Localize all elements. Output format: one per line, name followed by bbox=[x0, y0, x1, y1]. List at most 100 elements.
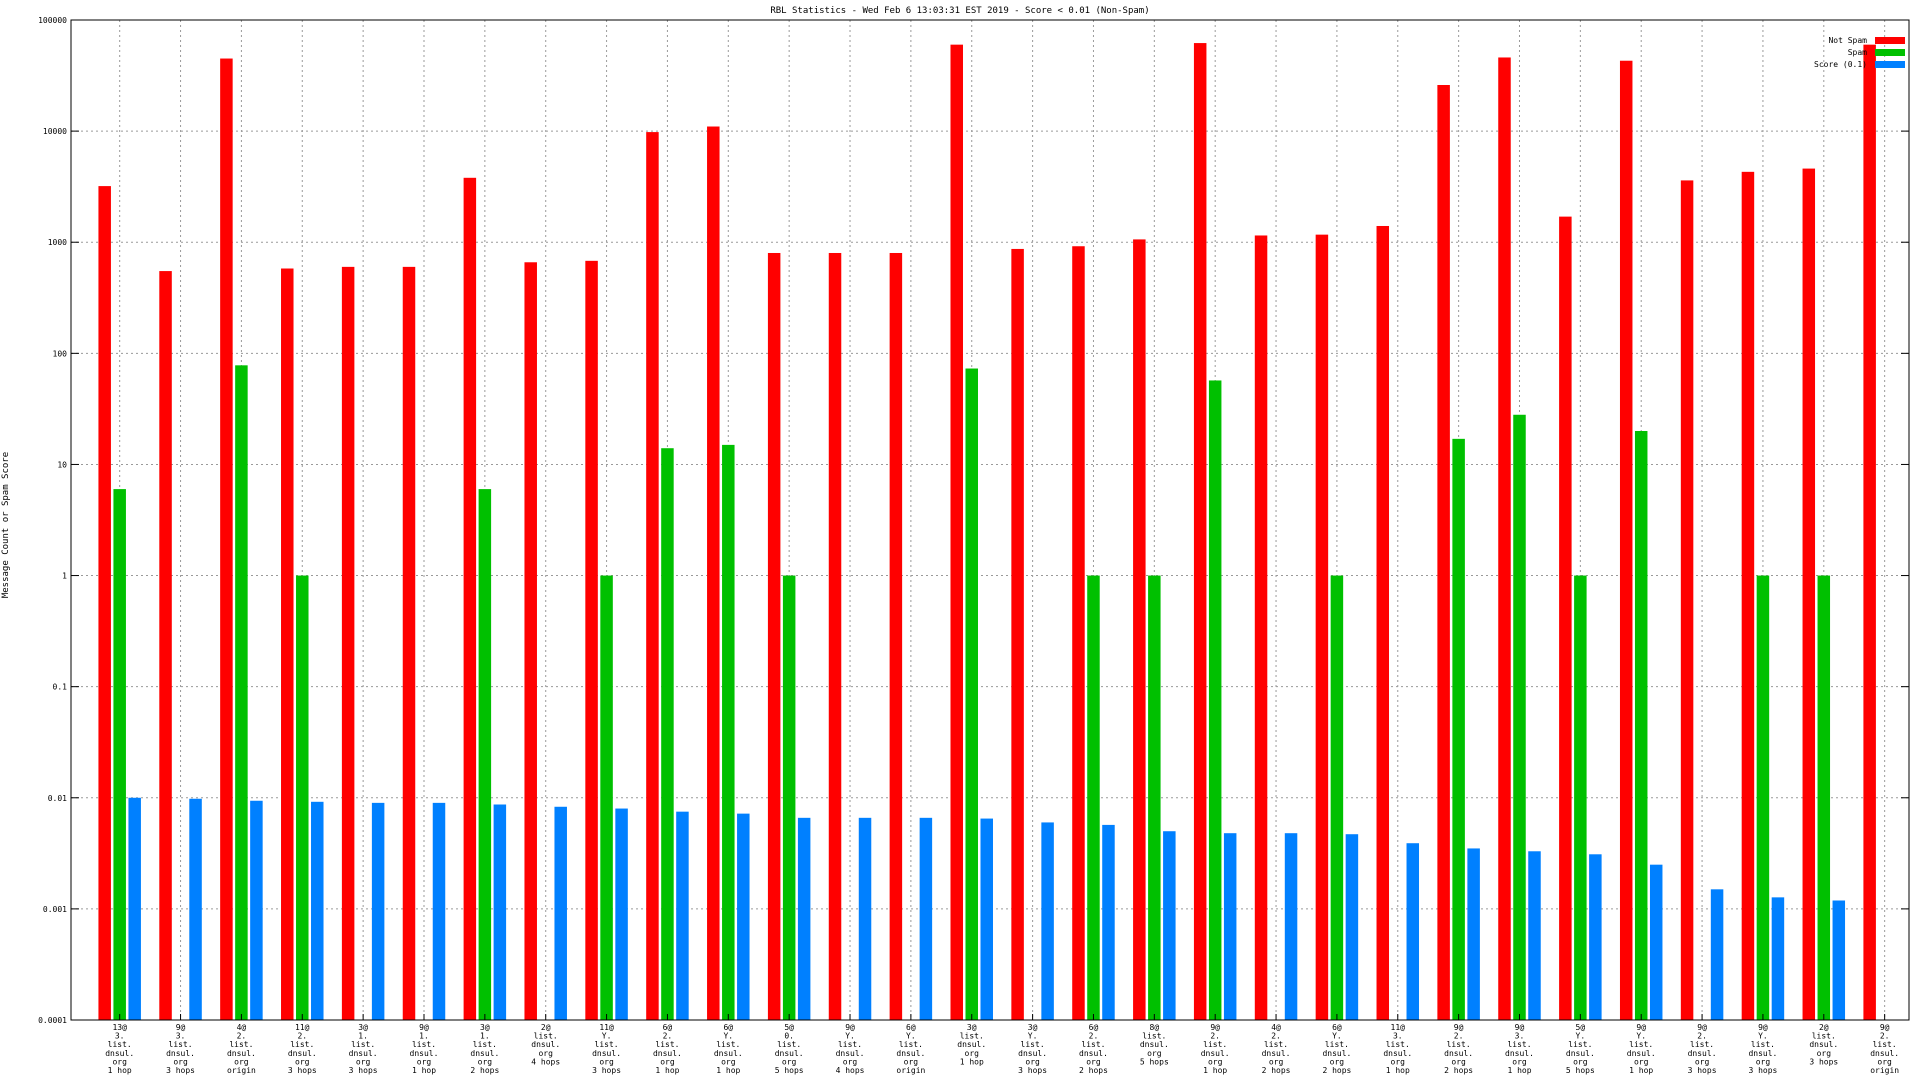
bar-not-spam bbox=[1133, 239, 1146, 1020]
bar-not-spam bbox=[1559, 216, 1572, 1020]
y-tick-label: 0.001 bbox=[43, 905, 67, 914]
bar-score-0-1 bbox=[493, 804, 507, 1020]
x-tick-label: 3@ 1. list. dnsul. org 2 hops bbox=[470, 1023, 499, 1075]
bar-not-spam bbox=[220, 58, 233, 1021]
bar-score-0-1 bbox=[432, 802, 446, 1020]
bar-score-0-1 bbox=[858, 817, 872, 1020]
x-tick-label: 9@ 3. list. dnsul. org 3 hops bbox=[166, 1023, 195, 1075]
bar-not-spam bbox=[1193, 43, 1207, 1021]
chart-title: RBL Statistics - Wed Feb 6 13:03:31 EST … bbox=[770, 6, 1149, 16]
bar-score-0-1 bbox=[980, 818, 993, 1020]
bar-spam bbox=[722, 444, 735, 1020]
bar-score-0-1 bbox=[1832, 900, 1846, 1020]
x-tick-label: 3@ 1. list. dnsul. org 3 hops bbox=[349, 1023, 378, 1075]
bar-not-spam bbox=[98, 186, 111, 1020]
y-tick-label: 0.1 bbox=[53, 683, 68, 692]
bar-score-0-1 bbox=[371, 802, 385, 1020]
x-tick-label: 8@ list. dnsul. org 5 hops bbox=[1140, 1023, 1169, 1066]
bar-score-0-1 bbox=[1284, 833, 1298, 1020]
bar-spam bbox=[296, 575, 309, 1020]
bar-not-spam bbox=[1254, 235, 1268, 1020]
bar-not-spam bbox=[950, 44, 963, 1021]
bar-not-spam bbox=[281, 268, 294, 1020]
bar-score-0-1 bbox=[1406, 843, 1420, 1020]
y-tick-label: 100000 bbox=[38, 16, 67, 25]
bar-spam bbox=[1756, 575, 1770, 1020]
bar-score-0-1 bbox=[676, 811, 689, 1020]
bar-not-spam bbox=[707, 126, 720, 1021]
bar-spam bbox=[965, 368, 978, 1021]
bar-score-0-1 bbox=[189, 798, 202, 1020]
x-tick-label: 2@ list. dnsul. org 4 hops bbox=[531, 1023, 560, 1066]
bar-not-spam bbox=[1680, 180, 1694, 1020]
legend-swatch bbox=[1875, 61, 1905, 68]
y-tick-label: 10 bbox=[57, 460, 67, 469]
bar-not-spam bbox=[1011, 248, 1024, 1020]
bar-score-0-1 bbox=[1041, 822, 1054, 1020]
bar-spam bbox=[1513, 414, 1526, 1020]
x-tick-label: 5@ 0. list. dnsul. org 5 hops bbox=[775, 1023, 804, 1075]
y-tick-label: 0.01 bbox=[48, 794, 67, 803]
legend-label: Spam bbox=[1848, 48, 1867, 57]
bar-not-spam bbox=[646, 132, 659, 1020]
bar-score-0-1 bbox=[1223, 833, 1237, 1020]
bar-not-spam bbox=[341, 266, 355, 1020]
bar-score-0-1 bbox=[1649, 864, 1663, 1020]
bar-not-spam bbox=[1437, 85, 1450, 1021]
x-tick-label: 9@ 3. list. dnsul. org 1 hop bbox=[1505, 1023, 1534, 1075]
x-tick-label: 6@ Y. list. dnsul. org 2 hops bbox=[1322, 1023, 1351, 1075]
bar-score-0-1 bbox=[1102, 824, 1115, 1020]
y-tick-label: 0.0001 bbox=[38, 1016, 67, 1025]
bar-not-spam bbox=[524, 262, 537, 1020]
x-tick-label: 6@ 2. list. dnsul. org 2 hops bbox=[1079, 1023, 1108, 1075]
bar-spam bbox=[782, 575, 796, 1020]
bar-score-0-1 bbox=[1710, 889, 1724, 1020]
bar-spam bbox=[1208, 380, 1222, 1020]
x-tick-label: 9@ Y. list. dnsul. org 1 hop bbox=[1627, 1023, 1656, 1075]
bar-score-0-1 bbox=[128, 797, 141, 1020]
bar-score-0-1 bbox=[1771, 897, 1785, 1020]
y-tick-label: 1000 bbox=[48, 238, 67, 247]
x-tick-label: 9@ 1. list. dnsul. org 1 hop bbox=[410, 1023, 439, 1075]
legend-label: Score (0.1) bbox=[1814, 60, 1867, 69]
bar-not-spam bbox=[1072, 246, 1085, 1021]
x-tick-label: 2@ list. dnsul. org 3 hops bbox=[1809, 1023, 1838, 1066]
bar-score-0-1 bbox=[615, 808, 628, 1020]
bar-spam bbox=[478, 489, 492, 1020]
x-tick-label: 6@ 2. list. dnsul. org 1 hop bbox=[653, 1023, 682, 1075]
bar-spam bbox=[1148, 575, 1161, 1020]
bar-score-0-1 bbox=[1345, 834, 1359, 1020]
bar-not-spam bbox=[1802, 168, 1816, 1020]
bar-score-0-1 bbox=[1589, 854, 1602, 1020]
bar-not-spam bbox=[1741, 171, 1755, 1020]
bar-not-spam bbox=[1498, 57, 1511, 1020]
bar-score-0-1 bbox=[311, 801, 324, 1020]
bar-spam bbox=[1634, 430, 1648, 1020]
legend: Not Spam Spam Score (0.1) bbox=[1814, 36, 1905, 69]
bar-not-spam bbox=[402, 266, 416, 1020]
bar-not-spam bbox=[159, 271, 172, 1020]
legend-swatch bbox=[1875, 37, 1905, 44]
axis-ticks: 0.0001 0.001 0.01 0.1 1 10 100 1000 10000 100000 1… bbox=[38, 16, 1909, 1075]
bar-spam bbox=[661, 448, 674, 1020]
x-tick-label: 4@ 2. list. dnsul. org origin bbox=[227, 1023, 256, 1075]
x-tick-label: 11@ 3. list. dnsul. org 1 hop bbox=[1383, 1023, 1412, 1075]
bar-spam bbox=[1330, 575, 1344, 1020]
y-tick-label: 10000 bbox=[43, 127, 67, 136]
bar-not-spam bbox=[1863, 44, 1876, 1021]
x-tick-label: 5@ Y. list. dnsul. org 5 hops bbox=[1566, 1023, 1595, 1075]
x-tick-label: 11@ Y. list. dnsul. org 3 hops bbox=[592, 1023, 621, 1075]
x-tick-label: 13@ 3. list. dnsul. org 1 hop bbox=[105, 1023, 134, 1075]
bar-spam bbox=[1817, 575, 1831, 1020]
x-tick-label: 9@ 2. list. dnsul. org 1 hop bbox=[1201, 1023, 1230, 1075]
bar-not-spam bbox=[889, 252, 903, 1021]
bar-spam bbox=[1087, 575, 1100, 1020]
x-tick-label: 9@ Y. list. dnsul. org 4 hops bbox=[836, 1023, 865, 1075]
x-tick-label: 9@ 2. list. dnsul. org origin bbox=[1870, 1023, 1899, 1075]
x-tick-label: 6@ Y. list. dnsul. org origin bbox=[896, 1023, 925, 1075]
bar-score-0-1 bbox=[919, 817, 933, 1020]
x-tick-label: 6@ Y. list. dnsul. org 1 hop bbox=[714, 1023, 743, 1075]
bar-score-0-1 bbox=[250, 800, 263, 1020]
bar-not-spam bbox=[767, 252, 781, 1021]
